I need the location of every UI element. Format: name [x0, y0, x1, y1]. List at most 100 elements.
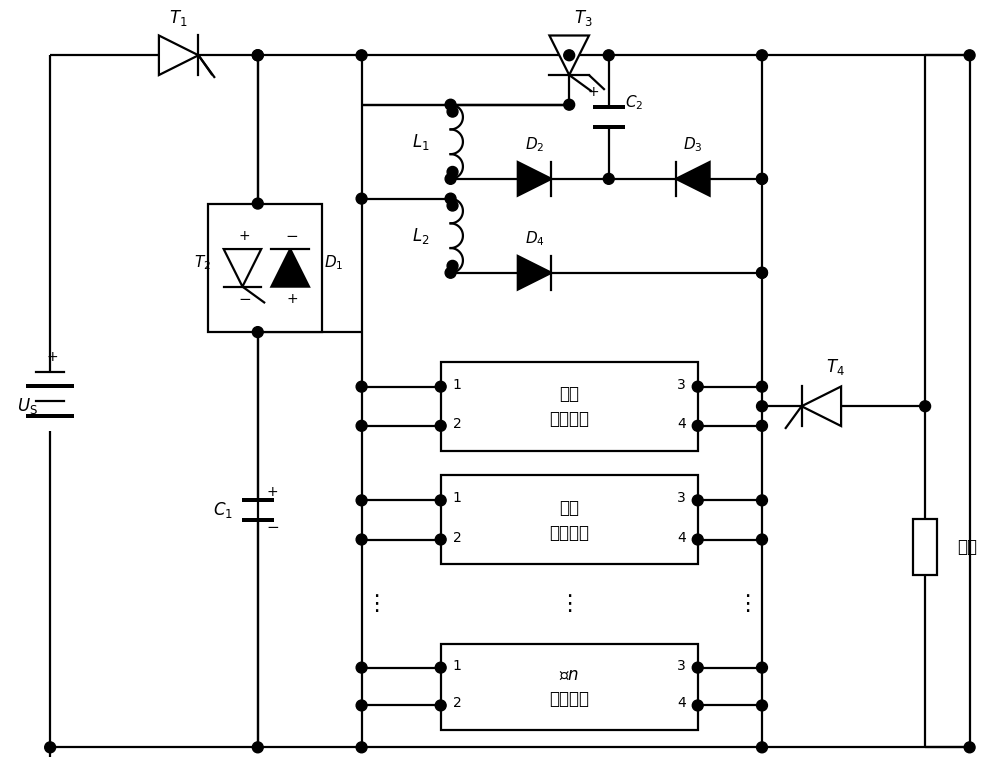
Circle shape	[603, 173, 614, 184]
Text: 电感模块: 电感模块	[549, 690, 589, 708]
Circle shape	[435, 534, 446, 545]
Circle shape	[356, 420, 367, 431]
Text: −: −	[286, 229, 299, 244]
Text: $D_2$: $D_2$	[525, 135, 544, 154]
Polygon shape	[224, 249, 261, 287]
Text: ⋮: ⋮	[365, 594, 388, 614]
Text: 1: 1	[453, 492, 461, 505]
Polygon shape	[271, 249, 309, 287]
Circle shape	[435, 700, 446, 711]
Circle shape	[445, 173, 456, 184]
Text: +: +	[587, 85, 599, 100]
Circle shape	[564, 100, 575, 110]
Text: +: +	[286, 293, 298, 306]
Circle shape	[757, 382, 767, 392]
Text: 3: 3	[677, 659, 686, 673]
Text: 2: 2	[453, 530, 461, 545]
Text: 第一: 第一	[559, 385, 579, 404]
Text: +: +	[239, 230, 250, 243]
Text: −: −	[266, 521, 279, 535]
Text: $D_4$: $D_4$	[525, 230, 545, 248]
Circle shape	[435, 420, 446, 431]
Text: $C_1$: $C_1$	[213, 500, 233, 520]
Text: ⋮: ⋮	[558, 594, 580, 614]
Bar	[441, 362, 698, 451]
Circle shape	[757, 662, 767, 673]
Circle shape	[435, 382, 446, 392]
Circle shape	[447, 106, 458, 117]
Text: 第二: 第二	[559, 499, 579, 517]
Text: $T_1$: $T_1$	[169, 8, 188, 27]
Circle shape	[356, 193, 367, 204]
Circle shape	[692, 700, 703, 711]
Circle shape	[252, 198, 263, 209]
Bar	[441, 476, 698, 565]
Text: −: −	[238, 292, 251, 307]
Text: $D_3$: $D_3$	[683, 135, 703, 154]
Text: $U_\mathrm{S}$: $U_\mathrm{S}$	[17, 396, 38, 416]
Circle shape	[757, 534, 767, 545]
Circle shape	[447, 200, 458, 211]
Circle shape	[445, 100, 456, 110]
Circle shape	[692, 534, 703, 545]
Circle shape	[564, 50, 575, 61]
Text: ⋮: ⋮	[736, 594, 758, 614]
Text: 电感模块: 电感模块	[549, 524, 589, 542]
Bar	[913, 519, 937, 575]
Text: +: +	[267, 486, 278, 499]
Circle shape	[356, 534, 367, 545]
Polygon shape	[518, 256, 551, 290]
Text: $T_4$: $T_4$	[826, 356, 845, 377]
Circle shape	[757, 268, 767, 278]
Circle shape	[445, 193, 456, 204]
Polygon shape	[159, 36, 198, 75]
Text: $L_1$: $L_1$	[412, 131, 430, 152]
Circle shape	[252, 742, 263, 752]
Polygon shape	[549, 36, 589, 75]
Circle shape	[435, 495, 446, 506]
Circle shape	[757, 173, 767, 184]
Circle shape	[757, 401, 767, 412]
Text: 2: 2	[453, 696, 461, 711]
Text: $T_3$: $T_3$	[574, 8, 593, 27]
Text: 3: 3	[677, 378, 686, 391]
Circle shape	[692, 420, 703, 431]
Circle shape	[757, 495, 767, 506]
Text: 4: 4	[677, 416, 686, 431]
Bar	[208, 204, 322, 332]
Circle shape	[447, 261, 458, 271]
Polygon shape	[676, 162, 710, 195]
Text: $C_2$: $C_2$	[625, 93, 643, 112]
Text: 2: 2	[453, 416, 461, 431]
Circle shape	[692, 662, 703, 673]
Text: 第$n$: 第$n$	[559, 666, 579, 684]
Text: $D_1$: $D_1$	[324, 254, 343, 272]
Circle shape	[45, 742, 56, 752]
Text: 负载: 负载	[957, 538, 977, 556]
Circle shape	[692, 382, 703, 392]
Text: 4: 4	[677, 696, 686, 711]
Polygon shape	[518, 162, 551, 195]
Polygon shape	[802, 387, 841, 426]
Text: 1: 1	[453, 378, 461, 391]
Circle shape	[356, 495, 367, 506]
Circle shape	[964, 742, 975, 752]
Text: 电感模块: 电感模块	[549, 410, 589, 428]
Circle shape	[356, 700, 367, 711]
Circle shape	[757, 420, 767, 431]
Circle shape	[920, 401, 931, 412]
Text: $T_2$: $T_2$	[194, 254, 211, 272]
Text: $L_2$: $L_2$	[412, 226, 430, 245]
Circle shape	[692, 495, 703, 506]
Circle shape	[356, 742, 367, 752]
Text: 1: 1	[453, 659, 461, 673]
Circle shape	[757, 700, 767, 711]
Circle shape	[252, 50, 263, 61]
Circle shape	[435, 662, 446, 673]
Circle shape	[356, 50, 367, 61]
Circle shape	[757, 173, 767, 184]
Circle shape	[252, 327, 263, 337]
Circle shape	[964, 50, 975, 61]
Circle shape	[757, 268, 767, 278]
Circle shape	[356, 662, 367, 673]
